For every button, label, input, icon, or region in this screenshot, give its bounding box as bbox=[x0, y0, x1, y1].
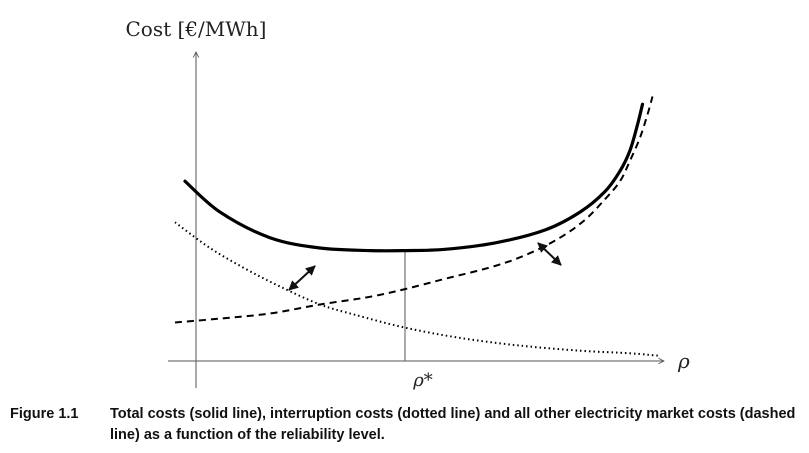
interruption-costs-dotted-line bbox=[174, 221, 661, 357]
total-costs-solid-line bbox=[183, 102, 645, 253]
shift-arrow-right bbox=[537, 242, 562, 266]
other-market-costs-dashed-line bbox=[174, 96, 654, 324]
cost-reliability-chart: Cost [€/MWh] ρ ρ* bbox=[126, 17, 691, 391]
caption-number: Figure 1.1 bbox=[10, 406, 79, 422]
y-axis-label: Cost [€/MWh] bbox=[126, 17, 267, 41]
caption-text: Total costs (solid line), interruption c… bbox=[110, 406, 796, 443]
x-axis-label: ρ bbox=[677, 349, 690, 373]
optimum-label: ρ* bbox=[412, 370, 433, 391]
figure-caption: Figure 1.1 Total costs (solid line), int… bbox=[10, 404, 805, 446]
shift-arrow-left bbox=[288, 265, 316, 291]
